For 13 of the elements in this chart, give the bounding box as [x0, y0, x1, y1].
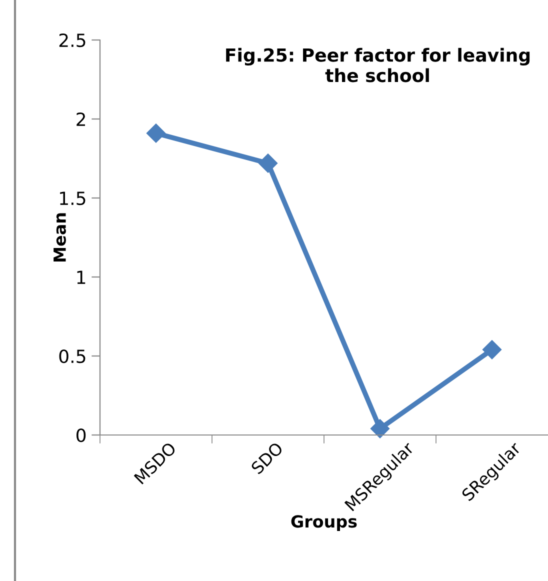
y-tick-label: 2.5 [59, 33, 86, 48]
y-axis-title: Mean [54, 213, 66, 262]
point [258, 154, 278, 173]
y-tick-label: 0 [76, 428, 86, 442]
point [146, 124, 166, 143]
y-tick-label: 2 [76, 112, 85, 126]
point [370, 419, 390, 438]
text: Fig.25: Peer factor for leaving the school [226, 48, 530, 82]
y-tick-label: 1.5 [60, 192, 86, 206]
point [482, 340, 502, 360]
y-tick-label: 1 [77, 270, 86, 284]
x-axis-title: Groups [291, 515, 357, 531]
y-tick-label: 0.5 [59, 349, 86, 364]
